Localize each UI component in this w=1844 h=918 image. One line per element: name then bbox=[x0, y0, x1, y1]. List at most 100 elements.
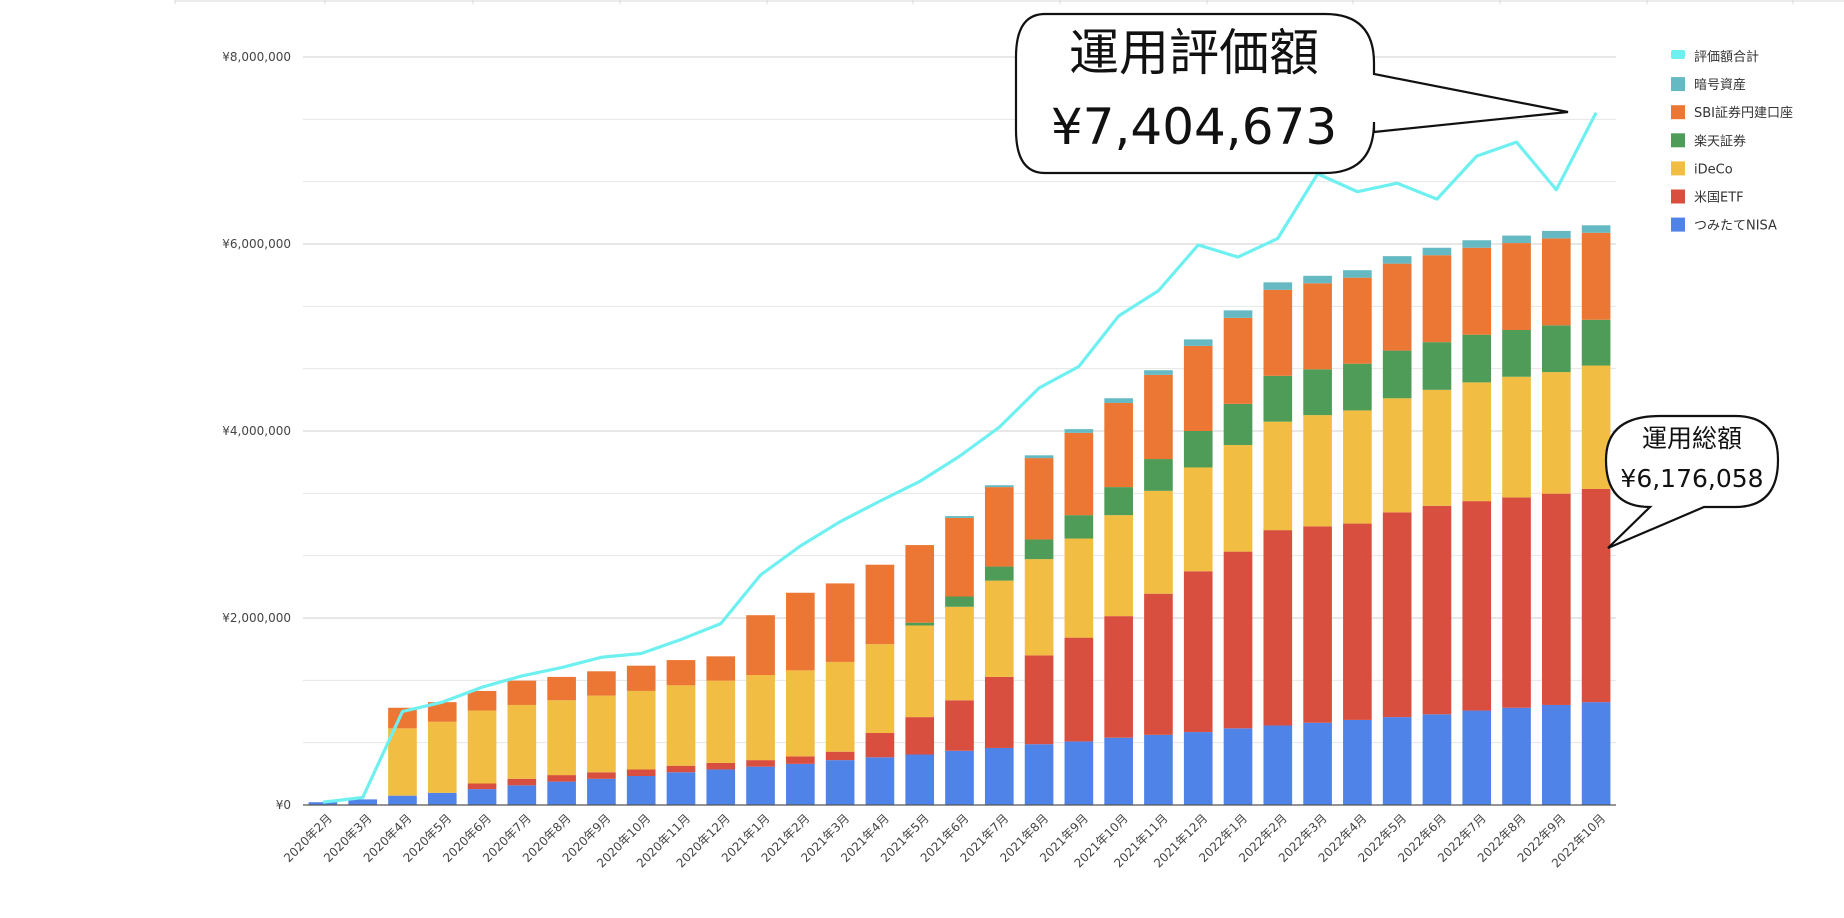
bar-segment-series-0 bbox=[1303, 722, 1332, 805]
bar-segment-series-3 bbox=[1343, 363, 1372, 411]
bar-segment-series-2 bbox=[905, 625, 935, 718]
legend-item: 米国ETF bbox=[1671, 189, 1744, 206]
bar-segment-series-3 bbox=[945, 596, 974, 607]
bar-segment-series-0 bbox=[388, 795, 417, 805]
bar-segment-series-2 bbox=[865, 644, 895, 734]
bar-stack bbox=[587, 671, 616, 805]
bar-segment-series-1 bbox=[1263, 530, 1293, 726]
bar-segment-series-0 bbox=[984, 747, 1014, 805]
bar-segment-series-5 bbox=[1462, 240, 1492, 248]
bar-segment-series-1 bbox=[1144, 593, 1173, 735]
bar-segment-series-4 bbox=[666, 660, 696, 686]
bar-segment-series-5 bbox=[1183, 339, 1213, 346]
valuation-callout-label: 運用評価額 bbox=[1069, 24, 1319, 82]
bar-segment-series-0 bbox=[626, 776, 656, 805]
bar-segment-series-2 bbox=[1462, 382, 1492, 502]
bar-segment-series-0 bbox=[1422, 714, 1452, 805]
bar-segment-series-4 bbox=[984, 487, 1014, 567]
total-callout: 運用総額 ¥6,176,058 bbox=[1604, 414, 1780, 550]
bar-segment-series-0 bbox=[1343, 719, 1372, 805]
bar-segment-series-4 bbox=[626, 665, 656, 691]
bar-segment-series-3 bbox=[1303, 369, 1332, 416]
bar-stack bbox=[308, 802, 338, 805]
bar-segment-series-0 bbox=[1382, 717, 1412, 805]
bar-segment-series-3 bbox=[1104, 487, 1133, 516]
bar-segment-series-4 bbox=[467, 690, 497, 711]
bar-segment-series-4 bbox=[706, 656, 736, 681]
bar-stack bbox=[1303, 275, 1332, 805]
bar-segment-series-5 bbox=[1303, 275, 1332, 284]
bar-segment-series-2 bbox=[1502, 376, 1531, 498]
bar-segment-series-1 bbox=[1223, 551, 1253, 729]
bar-segment-series-4 bbox=[547, 676, 576, 701]
bar-segment-series-5 bbox=[1024, 455, 1054, 459]
bar-segment-series-2 bbox=[1144, 490, 1173, 594]
bar-stack bbox=[1502, 235, 1531, 805]
bar-segment-series-0 bbox=[786, 763, 815, 805]
bar-segment-series-2 bbox=[1541, 372, 1571, 494]
bar-segment-series-4 bbox=[1502, 243, 1531, 331]
legend-label: つみたてNISA bbox=[1694, 219, 1777, 234]
bar-segment-series-3 bbox=[1024, 539, 1054, 560]
bar-stack bbox=[1422, 247, 1452, 805]
line-series-total bbox=[322, 111, 1598, 804]
bar-stack bbox=[905, 545, 935, 805]
bar-stack bbox=[1183, 339, 1213, 805]
bar-segment-series-5 bbox=[1422, 247, 1452, 256]
legend-item: 楽天証券 bbox=[1671, 133, 1746, 149]
legend-item: 評価額合計 bbox=[1671, 49, 1759, 65]
bar-segment-series-4 bbox=[825, 583, 855, 662]
bar-segment-series-1 bbox=[1303, 526, 1332, 723]
bar-segment-series-2 bbox=[1382, 398, 1412, 513]
bar-segment-series-0 bbox=[507, 785, 537, 805]
bar-segment-series-1 bbox=[1104, 616, 1133, 738]
legend-item: SBI証券円建口座 bbox=[1671, 105, 1793, 121]
bar-segment-series-4 bbox=[865, 564, 895, 645]
total-callout-label: 運用総額 bbox=[1642, 424, 1742, 453]
bar-segment-series-3 bbox=[905, 622, 935, 626]
bar-segment-series-0 bbox=[945, 750, 974, 805]
y-tick-label: ¥4,000,000 bbox=[222, 424, 291, 438]
bar-segment-series-2 bbox=[507, 704, 537, 779]
bar-segment-series-0 bbox=[666, 772, 696, 805]
bar-stack bbox=[427, 702, 457, 805]
bar-segment-series-4 bbox=[1581, 232, 1611, 320]
legend-item: 暗号資産 bbox=[1671, 77, 1746, 93]
legend-swatch bbox=[1671, 105, 1685, 120]
y-tick-label: ¥2,000,000 bbox=[222, 611, 291, 625]
bar-segment-series-0 bbox=[427, 792, 457, 805]
bar-segment-series-4 bbox=[1541, 238, 1571, 326]
bar-segment-series-2 bbox=[1303, 415, 1332, 527]
bar-segment-series-3 bbox=[1422, 342, 1452, 390]
bar-segment-series-5 bbox=[1104, 398, 1133, 403]
bar-segment-series-0 bbox=[1223, 728, 1253, 805]
bar-segment-series-3 bbox=[1183, 431, 1213, 468]
bar-segment-series-4 bbox=[945, 517, 974, 597]
bar-segment-series-1 bbox=[825, 751, 855, 761]
bar-segment-series-1 bbox=[507, 778, 537, 786]
bar-segment-series-1 bbox=[1462, 501, 1492, 711]
bar-segment-series-2 bbox=[626, 690, 656, 770]
bar-segment-series-0 bbox=[587, 778, 616, 805]
bar-segment-series-0 bbox=[467, 789, 497, 805]
bar-segment-series-0 bbox=[308, 802, 338, 805]
bar-segment-series-3 bbox=[1581, 319, 1611, 366]
bar-segment-series-2 bbox=[1343, 410, 1372, 524]
bar-segment-series-0 bbox=[1541, 704, 1571, 805]
bar-segment-series-4 bbox=[1183, 345, 1213, 431]
legend-swatch bbox=[1671, 189, 1685, 204]
bar-segment-series-4 bbox=[1223, 317, 1253, 404]
bar-segment-series-0 bbox=[1183, 732, 1213, 805]
bar-segment-series-5 bbox=[1581, 225, 1611, 233]
bar-segment-series-1 bbox=[626, 769, 656, 777]
bar-segment-series-3 bbox=[1382, 350, 1412, 399]
bar-stack bbox=[507, 680, 537, 805]
bar-segment-series-3 bbox=[1462, 334, 1492, 383]
bar-stack bbox=[1462, 240, 1492, 805]
bar-segment-series-2 bbox=[427, 721, 457, 793]
bar-stack bbox=[1024, 455, 1054, 805]
bar-segment-series-1 bbox=[1343, 523, 1372, 720]
bar-segment-series-3 bbox=[1502, 330, 1531, 377]
bar-segment-series-1 bbox=[1422, 505, 1452, 715]
